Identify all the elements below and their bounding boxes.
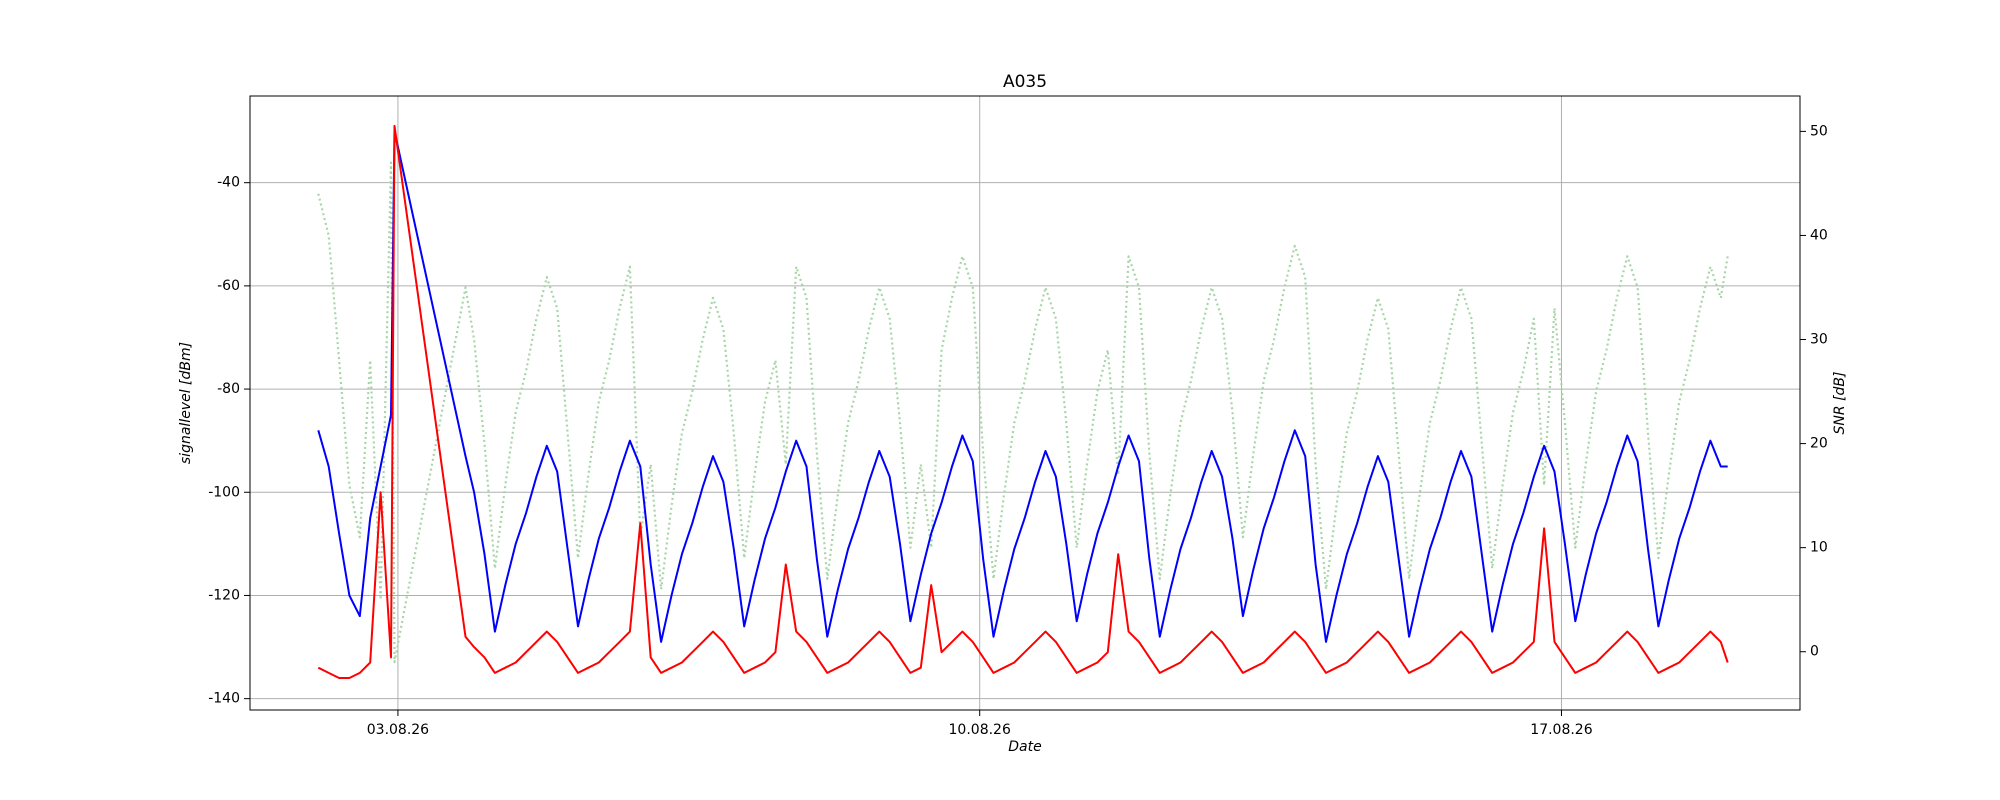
y2-tick-label: 50 — [1810, 123, 1828, 139]
y2-tick-label: 0 — [1810, 644, 1819, 660]
y2-tick-label: 10 — [1810, 540, 1828, 556]
y-tick-label: -140 — [208, 691, 240, 707]
y-tick-label: -60 — [217, 278, 240, 294]
series-line — [317, 161, 1729, 664]
chart-title: A035 — [1003, 72, 1047, 92]
series-line — [317, 124, 1729, 679]
x-axis-label: Date — [1008, 739, 1041, 755]
y-tick-label: -100 — [208, 484, 240, 500]
x-tick-label: 17.08.26 — [1530, 722, 1592, 738]
y-tick-label: -120 — [208, 587, 240, 603]
y2-axis-label: SNR [dB] — [1832, 372, 1848, 435]
y2-tick-label: 30 — [1810, 332, 1828, 348]
y2-tick-label: 20 — [1810, 436, 1828, 452]
x-tick-label: 03.08.26 — [367, 722, 429, 738]
plot-frame — [249, 95, 1801, 711]
y-tick-label: -40 — [217, 175, 240, 191]
x-tick-label: 10.08.26 — [949, 722, 1011, 738]
y-tick-label: -80 — [217, 381, 240, 397]
y2-tick-label: 40 — [1810, 227, 1828, 243]
series-line — [317, 130, 1728, 643]
y-axis-label: signallevel [dBm] — [178, 342, 194, 464]
